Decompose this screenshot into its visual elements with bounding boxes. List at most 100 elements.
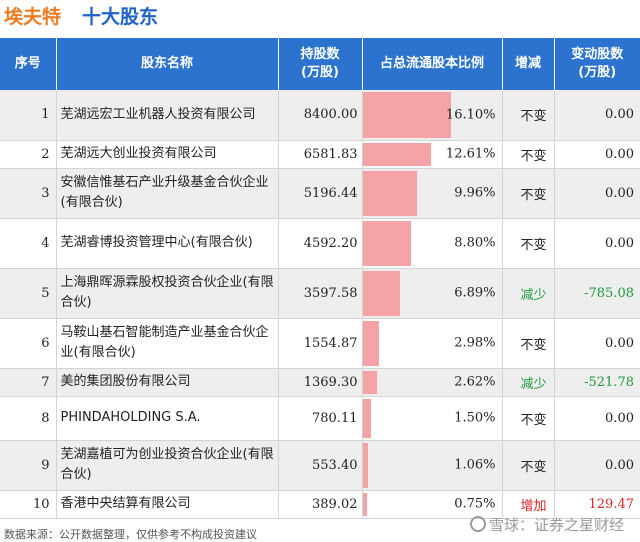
col-header-ratio: 占总流通股本比例 [362, 38, 503, 90]
shares-cell: 389.02 [278, 490, 363, 519]
ratio-cell: 2.62% [362, 368, 503, 397]
ratio-text: 8.80% [454, 235, 496, 251]
change-cell: 不变 [502, 218, 555, 269]
shares-cell: 8400.00 [278, 90, 363, 141]
ratio-text: 2.98% [454, 335, 496, 351]
rank-cell: 9 [0, 440, 57, 491]
ratio-text: 16.10% [445, 107, 496, 123]
table-row: 7 美的集团股份有限公司 1369.30 2.62% 减少 -521.78 [0, 368, 640, 397]
ratio-bar [362, 370, 377, 394]
ratio-cell: 1.06% [362, 440, 503, 491]
data-source-note: 数据来源：公开数据整理，仅供参考不构成投资建议 [4, 528, 257, 541]
ratio-text: 2.62% [454, 374, 496, 390]
delta-cell: 0.00 [554, 440, 640, 491]
ratio-bar [362, 492, 367, 516]
change-cell: 减少 [502, 368, 555, 397]
table-row: 8 PHINDAHOLDING S.A. 780.11 1.50% 不变 0.00 [0, 396, 640, 441]
table-row: 9 芜湖嘉植可为创业投资合伙企业(有限合伙) 553.40 1.06% 不变 0.00 [0, 440, 640, 491]
page-header: 埃夫特 十大股东 [0, 0, 640, 34]
table-row: 4 芜湖睿博投资管理中心(有限合伙) 4592.20 8.80% 不变 0.00 [0, 218, 640, 269]
col-header-name: 股东名称 [56, 38, 279, 90]
page-title: 十大股东 [82, 6, 159, 28]
rank-cell: 8 [0, 396, 57, 441]
ratio-text: 1.50% [454, 410, 496, 426]
ratio-cell: 12.61% [362, 140, 503, 169]
table-row: 3 安徽信惟基石产业升级基金合伙企业(有限合伙) 5196.44 9.96% 不变 0.0… [0, 168, 640, 219]
ratio-bar [362, 142, 432, 166]
table-row: 10 香港中央结算有限公司 389.02 0.75% 增加 129.47 [0, 490, 640, 519]
company-name: 埃夫特 [4, 6, 62, 28]
ratio-bar [362, 92, 451, 138]
shareholder-name-cell: 芜湖睿博投资管理中心(有限合伙) [56, 218, 279, 269]
change-cell: 不变 [502, 396, 555, 441]
change-cell: 不变 [502, 318, 555, 369]
col-header-change: 增减 [502, 38, 555, 90]
table-row: 1 芜湖远宏工业机器人投资有限公司 8400.00 16.10% 不变 0.00 [0, 90, 640, 141]
change-cell: 不变 [502, 140, 555, 169]
delta-cell: 0.00 [554, 396, 640, 441]
col-header-delta: 变动股数 (万股) [554, 38, 640, 90]
rank-cell: 10 [0, 490, 57, 519]
ratio-cell: 2.98% [362, 318, 503, 369]
delta-cell: 0.00 [554, 168, 640, 219]
ratio-text: 9.96% [454, 185, 496, 201]
rank-cell: 2 [0, 140, 57, 169]
col-header-shares: 持股数 (万股) [278, 38, 363, 90]
shares-cell: 780.11 [278, 396, 363, 441]
delta-cell: 0.00 [554, 318, 640, 369]
shares-cell: 3597.58 [278, 268, 363, 319]
shares-cell: 1554.87 [278, 318, 363, 369]
rank-cell: 1 [0, 90, 57, 141]
shares-cell: 4592.20 [278, 218, 363, 269]
delta-cell: 0.00 [554, 90, 640, 141]
ratio-cell: 8.80% [362, 218, 503, 269]
delta-cell: 0.00 [554, 140, 640, 169]
ratio-bar [362, 270, 401, 316]
table-row: 6 马鞍山基石智能制造产业基金合伙企业(有限合伙) 1554.87 2.98% 不变 0.… [0, 318, 640, 369]
shareholder-name-cell: 芜湖远大创业投资有限公司 [56, 140, 279, 169]
shareholder-name-cell: 香港中央结算有限公司 [56, 490, 279, 519]
shareholder-name-cell: 芜湖嘉植可为创业投资合伙企业(有限合伙) [56, 440, 279, 491]
ratio-bar [362, 442, 369, 488]
ratio-bar [362, 220, 411, 266]
change-cell: 不变 [502, 90, 555, 141]
ratio-text: 6.89% [454, 285, 496, 301]
ratio-bar [362, 398, 371, 438]
watermark: 雪球：证券之星财经 [469, 514, 624, 535]
ratio-cell: 16.10% [362, 90, 503, 141]
table-row: 5 上海鼎晖源霖股权投资合伙企业(有限合伙) 3597.58 6.89% 减少 -785.… [0, 268, 640, 319]
delta-cell: 0.00 [554, 218, 640, 269]
ratio-text: 12.61% [445, 146, 496, 162]
shares-cell: 1369.30 [278, 368, 363, 397]
ratio-bar [362, 170, 417, 216]
rank-cell: 5 [0, 268, 57, 319]
change-cell: 不变 [502, 168, 555, 219]
table-row: 2 芜湖远大创业投资有限公司 6581.83 12.61% 不变 0.00 [0, 140, 640, 169]
col-header-rank: 序号 [0, 38, 57, 90]
rank-cell: 6 [0, 318, 57, 369]
ratio-text: 1.06% [454, 457, 496, 473]
rank-cell: 3 [0, 168, 57, 219]
ratio-bar [362, 320, 379, 366]
shares-cell: 5196.44 [278, 168, 363, 219]
rank-cell: 7 [0, 368, 57, 397]
table-header-row: 序号 股东名称 持股数 (万股) 占总流通股本比例 增减 变动股数 (万股) [0, 38, 640, 90]
change-cell: 减少 [502, 268, 555, 319]
shareholder-name-cell: 马鞍山基石智能制造产业基金合伙企业(有限合伙) [56, 318, 279, 369]
change-cell: 不变 [502, 440, 555, 491]
change-cell: 增加 [502, 490, 555, 519]
shares-cell: 553.40 [278, 440, 363, 491]
shareholder-name-cell: 芜湖远宏工业机器人投资有限公司 [56, 90, 279, 141]
ratio-cell: 0.75% [362, 490, 503, 519]
delta-cell: -785.08 [554, 268, 640, 319]
ratio-cell: 6.89% [362, 268, 503, 319]
delta-cell: -521.78 [554, 368, 640, 397]
shares-cell: 6581.83 [278, 140, 363, 169]
snowball-logo-icon [469, 516, 486, 532]
shareholder-name-cell: 安徽信惟基石产业升级基金合伙企业(有限合伙) [56, 168, 279, 219]
ratio-text: 0.75% [454, 496, 496, 512]
ratio-cell: 1.50% [362, 396, 503, 441]
shareholders-table: 序号 股东名称 持股数 (万股) 占总流通股本比例 增减 变动股数 (万股) 1… [0, 38, 640, 519]
shareholder-name-cell: 上海鼎晖源霖股权投资合伙企业(有限合伙) [56, 268, 279, 319]
shareholder-name-cell: PHINDAHOLDING S.A. [56, 396, 279, 441]
